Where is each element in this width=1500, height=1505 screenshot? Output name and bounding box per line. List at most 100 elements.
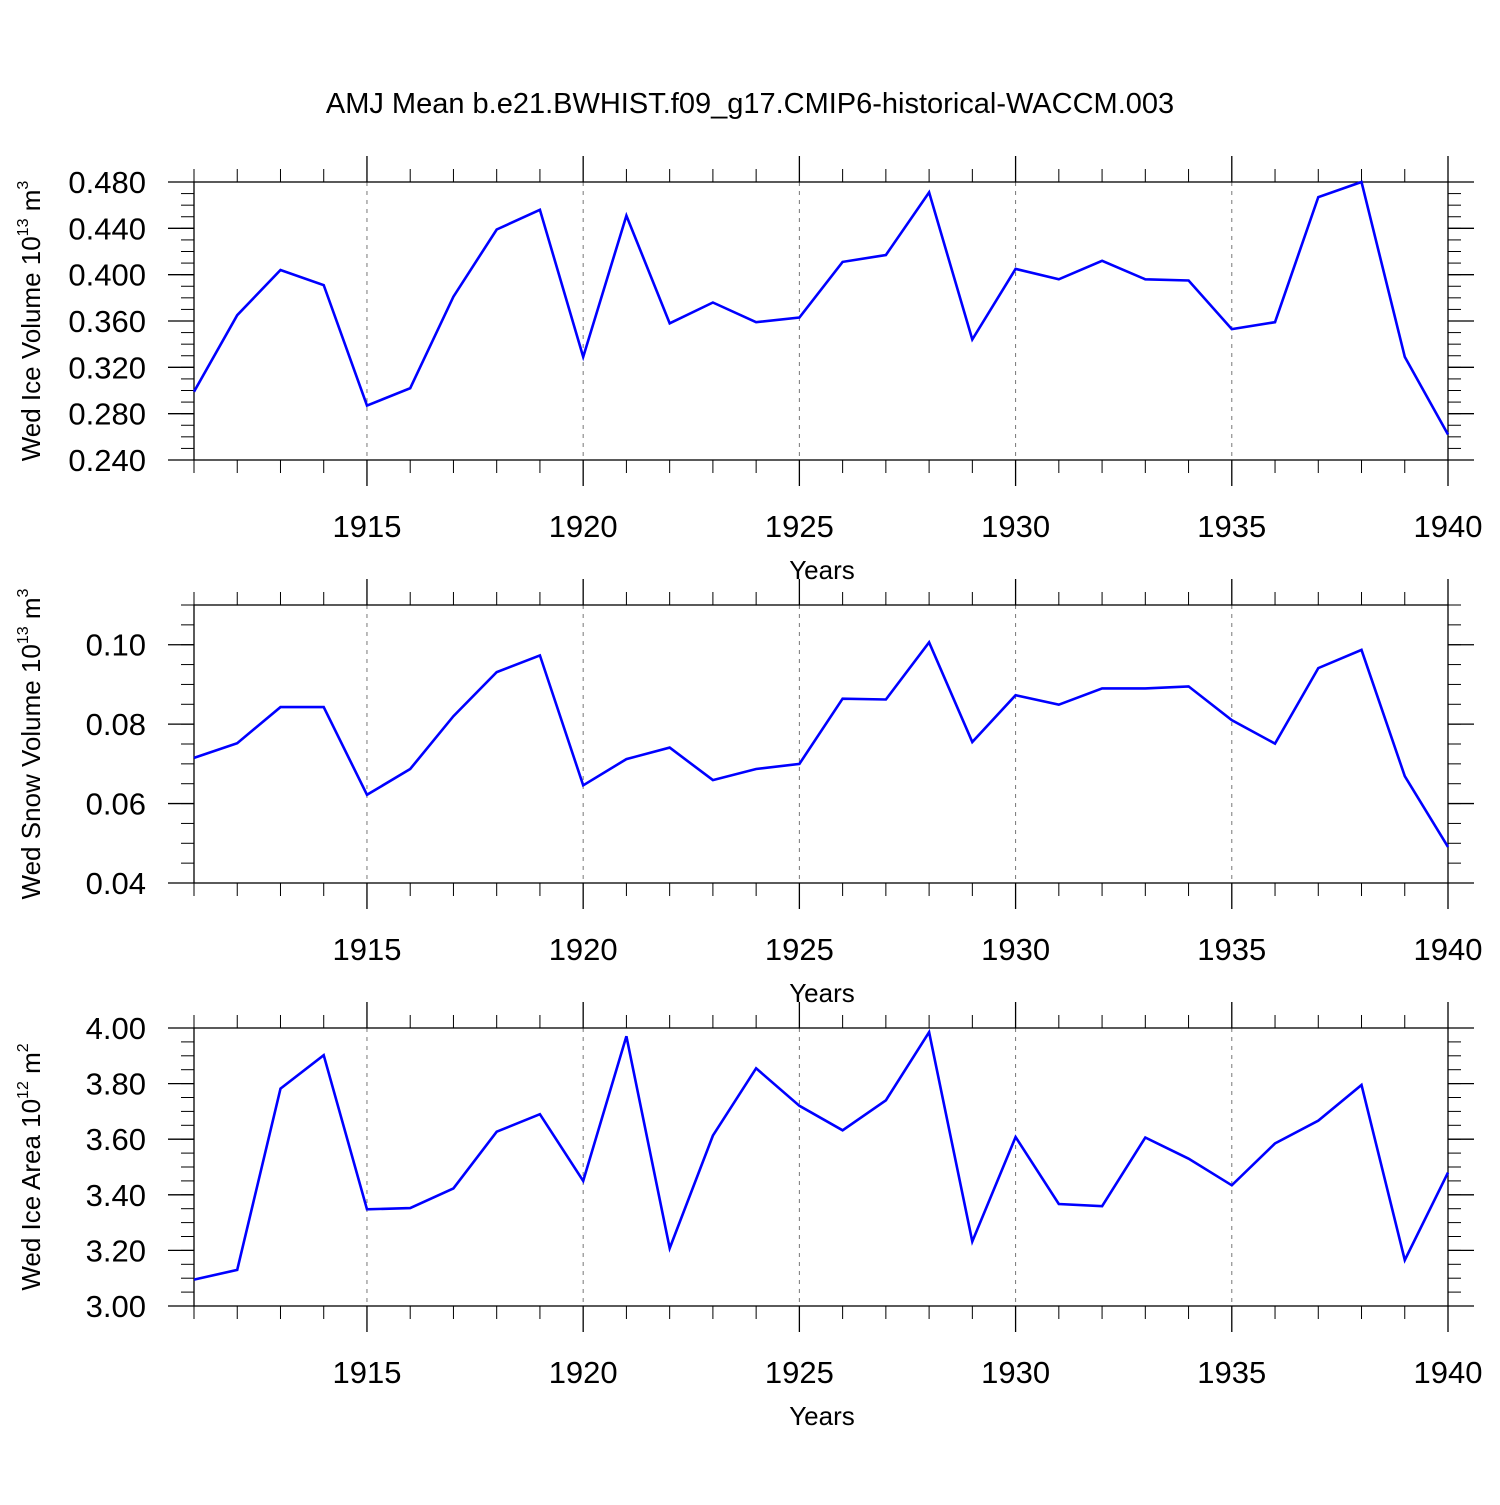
x-tick-label: 1935 [1197, 1355, 1266, 1390]
data-point [1187, 278, 1191, 282]
x-tick-label: 1920 [549, 1355, 618, 1390]
y-tick-label: 0.280 [68, 397, 146, 432]
data-point [711, 1134, 715, 1138]
y-axis-label-base: Wed Snow Volume 10 [16, 644, 46, 899]
data-point [668, 321, 672, 325]
x-tick-label: 1925 [765, 932, 834, 967]
data-point [1014, 693, 1018, 697]
data-point [1057, 703, 1061, 707]
y-axis-label-exponent: 13 [15, 218, 32, 236]
data-point [192, 1278, 196, 1282]
y-tick-label: 0.320 [68, 350, 146, 385]
data-point [278, 1087, 282, 1091]
data-point [841, 260, 845, 264]
data-point [581, 1179, 585, 1183]
y-axis-label-unit: m [16, 597, 46, 619]
y-axis-label-spacer [16, 1074, 46, 1081]
data-point [581, 355, 585, 359]
x-axis-label: Years [789, 555, 855, 585]
data-point [1403, 1258, 1407, 1262]
y-tick-label: 3.80 [86, 1067, 146, 1102]
data-point [365, 404, 369, 408]
data-point [365, 793, 369, 797]
data-point [668, 746, 672, 750]
x-tick-label: 1925 [765, 1355, 834, 1390]
x-tick-label: 1935 [1197, 932, 1266, 967]
data-point [1230, 718, 1234, 722]
data-point [884, 253, 888, 257]
y-tick-label: 0.04 [86, 866, 146, 901]
figure-title: AMJ Mean b.e21.BWHIST.f09_g17.CMIP6-hist… [325, 88, 1175, 120]
data-point [1446, 845, 1450, 849]
data-point [754, 767, 758, 771]
y-axis-label-unit-exponent: 3 [15, 181, 32, 190]
y-tick-label: 0.480 [68, 165, 146, 200]
data-point [278, 705, 282, 709]
data-point [797, 762, 801, 766]
y-axis-label-unit: m [16, 190, 46, 212]
y-axis-label-unit: m [16, 1052, 46, 1074]
y-tick-label: 3.00 [86, 1289, 146, 1324]
data-point [754, 1066, 758, 1070]
y-tick-label: 0.10 [86, 628, 146, 663]
data-point [538, 1112, 542, 1116]
data-point [841, 697, 845, 701]
data-point [1273, 1141, 1277, 1145]
data-point [970, 1240, 974, 1244]
data-point [1057, 277, 1061, 281]
data-point [1014, 267, 1018, 271]
data-point [668, 1246, 672, 1250]
data-point [322, 705, 326, 709]
data-point [235, 741, 239, 745]
data-point [711, 778, 715, 782]
y-tick-label: 0.240 [68, 443, 146, 478]
data-point [884, 698, 888, 702]
data-point [1273, 320, 1277, 324]
data-point [927, 1030, 931, 1034]
data-point [1446, 1171, 1450, 1175]
data-point [1100, 259, 1104, 263]
data-point [1446, 433, 1450, 437]
x-tick-label: 1940 [1414, 932, 1483, 967]
data-point [624, 214, 628, 218]
x-tick-label: 1940 [1414, 509, 1483, 544]
data-point [927, 640, 931, 644]
data-point [235, 1268, 239, 1272]
data-point [495, 1130, 499, 1134]
data-point [624, 757, 628, 761]
data-point [1403, 355, 1407, 359]
data-point [538, 208, 542, 212]
data-point [624, 1034, 628, 1038]
data-point [1230, 327, 1234, 331]
panel-1: 1915 1920 1925 1930 1935 1940 0.240 0.280 0.320 0… [15, 156, 1482, 585]
y-tick-label: 3.60 [86, 1122, 146, 1157]
data-point [1014, 1135, 1018, 1139]
x-tick-label: 1925 [765, 509, 834, 544]
y-axis-label-unit-exponent: 3 [15, 588, 32, 597]
y-tick-label: 4.00 [86, 1011, 146, 1046]
y-tick-label: 0.400 [68, 258, 146, 293]
y-axis-label-spacer [16, 211, 46, 218]
data-point [1316, 666, 1320, 670]
y-axis-label-exponent: 12 [15, 1081, 32, 1099]
y-axis-label: Wed Ice Area 1012 m2 [15, 1043, 46, 1290]
data-point [754, 320, 758, 324]
data-point [581, 783, 585, 787]
data-point [538, 653, 542, 657]
y-axis-label-base: Wed Ice Area 10 [16, 1099, 46, 1291]
data-point [451, 295, 455, 299]
data-point [235, 313, 239, 317]
data-point [322, 1053, 326, 1057]
y-axis-label: Wed Ice Volume 1013 m3 [15, 181, 46, 462]
y-axis-label-unit-exponent: 2 [15, 1043, 32, 1052]
data-point [192, 390, 196, 394]
data-point [1403, 774, 1407, 778]
x-tick-label: 1935 [1197, 509, 1266, 544]
y-tick-label: 0.08 [86, 707, 146, 742]
data-point [322, 283, 326, 287]
data-point [408, 767, 412, 771]
data-point [451, 1186, 455, 1190]
y-axis-label-spacer [16, 619, 46, 626]
